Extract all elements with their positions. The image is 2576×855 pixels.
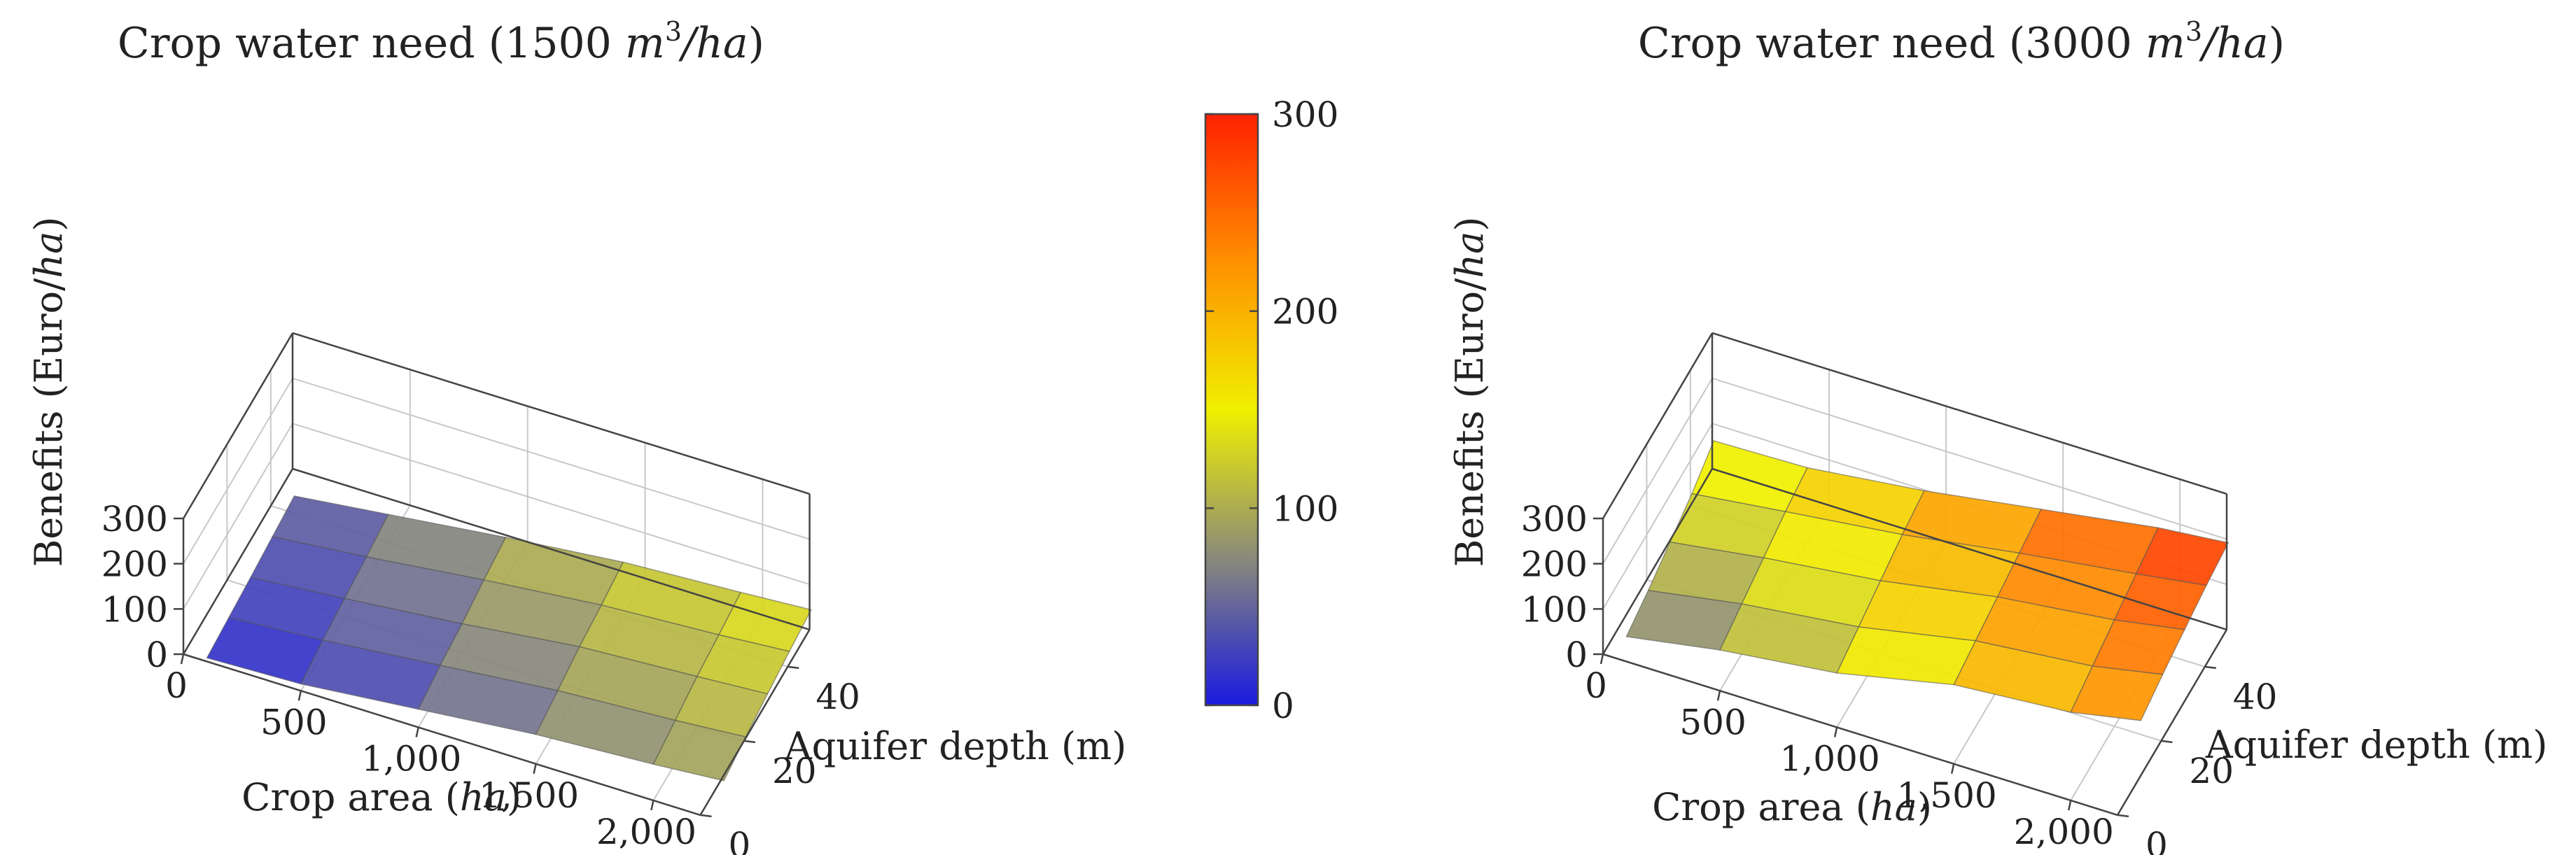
chart-left-frame — [182, 332, 811, 817]
y-tick-label: 20 — [2189, 751, 2234, 791]
z-tick-label: 300 — [102, 499, 168, 539]
y-tick-mark — [2204, 665, 2216, 670]
y-tick-mark — [700, 814, 712, 818]
axis-edge — [1602, 653, 2118, 817]
chart-left: Crop water need (1500 m3/ha) 0 500 1,000 1,… — [27, 16, 1126, 855]
x-tick-label: 1,000 — [1780, 739, 1880, 779]
x-tick-mark — [415, 727, 419, 737]
z-tick-label: 100 — [102, 589, 168, 630]
x-tick-mark — [1600, 653, 1604, 665]
x-tick-mark — [2067, 800, 2072, 811]
surface-cell — [2070, 665, 2164, 721]
y-tick-mark — [2117, 814, 2129, 818]
axis-edge — [182, 332, 294, 519]
chart-right-x-axis-label: Crop area (ha) — [1652, 785, 1932, 829]
axis-edge — [699, 629, 811, 816]
chart-right-frame — [1602, 332, 2228, 817]
colorbar-ticks: 0 100 200 300 — [1205, 94, 1338, 726]
chart-right-y-axis-label: Aquifer depth (m) — [2205, 723, 2548, 767]
colorbar-tick-label: 100 — [1272, 488, 1338, 529]
x-tick-label: 500 — [260, 702, 327, 742]
axis-edge — [1712, 467, 2227, 631]
gridline — [183, 423, 293, 609]
z-tick-label: 0 — [1565, 635, 1588, 675]
y-tick-mark — [788, 665, 799, 670]
chart-left-z-axis-label: Benefits (Euro/ha) — [27, 217, 71, 567]
x-tick-mark — [533, 763, 537, 775]
z-tick-label: 0 — [146, 635, 168, 675]
z-tick-label: 300 — [1521, 499, 1588, 539]
x-tick-label: 0 — [165, 665, 188, 706]
gridline — [183, 378, 293, 565]
axis-edge — [1602, 468, 1714, 655]
colorbar-tick-label: 200 — [1272, 292, 1338, 332]
x-tick-mark — [298, 690, 302, 701]
axis-edge — [292, 332, 810, 495]
axis-edge — [1712, 332, 2227, 495]
x-tick-label: 1,500 — [479, 775, 579, 816]
chart-left-surface — [206, 495, 813, 782]
y-tick-label: 0 — [729, 825, 751, 855]
y-tick-mark — [2161, 740, 2173, 744]
x-tick-mark — [1950, 763, 1955, 775]
x-tick-label: 0 — [1585, 665, 1607, 706]
x-tick-label: 1,000 — [361, 739, 461, 779]
gridline — [292, 377, 810, 540]
gridline — [1602, 378, 1713, 565]
x-tick-label: 1,500 — [1897, 775, 1997, 816]
y-tick-label: 0 — [2146, 825, 2168, 855]
colorbar-tick-label: 0 — [1272, 686, 1294, 726]
chart-left-y-axis-label: Aquifer depth (m) — [784, 724, 1127, 768]
axis-edge — [1602, 332, 1714, 519]
chart-left-x-axis-label: Crop area (ha) — [241, 775, 522, 819]
chart-right-surface — [1625, 440, 2230, 721]
axis-edge — [182, 468, 294, 655]
gridline — [1602, 423, 1713, 609]
x-tick-label: 2,000 — [596, 812, 696, 852]
y-tick-label: 20 — [772, 751, 817, 791]
y-tick-label: 40 — [2233, 677, 2278, 717]
x-tick-mark — [1833, 727, 1838, 737]
y-tick-mark — [743, 740, 756, 744]
axis-edge — [292, 467, 810, 631]
gridline — [292, 423, 810, 586]
z-tick-label: 200 — [1521, 544, 1588, 585]
colorbar: 0 100 200 300 — [1204, 94, 1338, 726]
gridline — [1712, 377, 2227, 540]
z-tick-label: 200 — [102, 544, 168, 585]
x-tick-mark — [650, 800, 654, 811]
colorbar-gradient — [1204, 113, 1259, 707]
x-tick-label: 2,000 — [2014, 812, 2114, 852]
y-tick-label: 40 — [816, 677, 860, 717]
colorbar-tick-label: 300 — [1272, 94, 1338, 135]
x-tick-label: 500 — [1679, 702, 1746, 742]
z-tick-label: 100 — [1521, 589, 1588, 630]
chart-right-title: Crop water need (3000 m3/ha) — [1638, 16, 2285, 68]
chart-left-title: Crop water need (1500 m3/ha) — [118, 16, 764, 68]
axis-edge — [183, 653, 701, 817]
x-tick-mark — [1716, 690, 1721, 701]
axis-edge — [2116, 629, 2228, 816]
x-tick-mark — [180, 653, 185, 665]
chart-right: Crop water need (3000 m3/ha) 0 500 1,000 1,… — [1448, 16, 2547, 855]
chart-right-z-axis-label: Benefits (Euro/ha) — [1448, 217, 1492, 567]
